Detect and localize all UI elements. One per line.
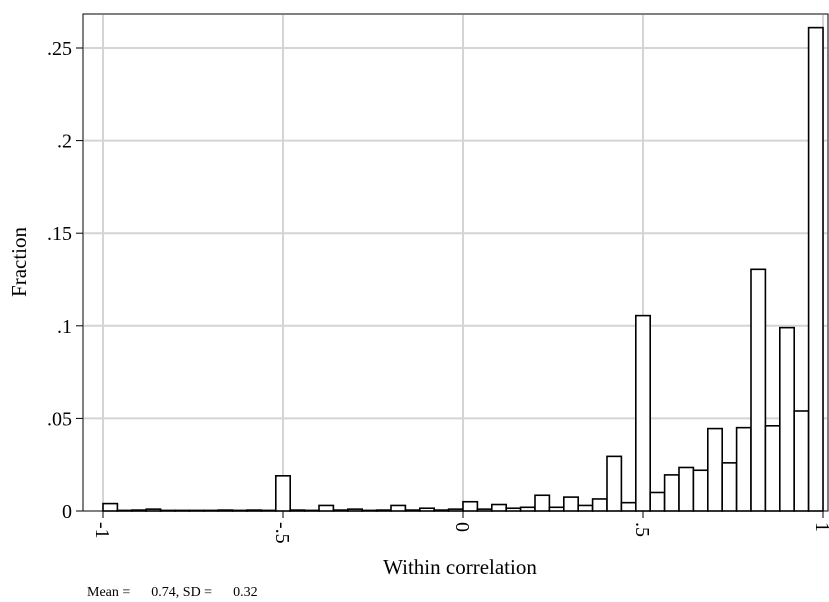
histogram-bar: [678, 466, 695, 512]
histogram-bar: [778, 326, 795, 512]
x-tick-label: .5: [631, 522, 653, 537]
histogram-bar: [231, 509, 248, 512]
histogram-bar: [433, 509, 450, 512]
histogram-bar: [116, 509, 133, 512]
x-tick-label: 0: [451, 522, 473, 532]
histogram-bar: [562, 496, 579, 512]
histogram-bar: [692, 469, 709, 512]
y-tick-label: .05: [47, 408, 72, 430]
mean-label: Mean =: [87, 585, 131, 600]
histogram-bar: [361, 509, 378, 512]
histogram-bar: [203, 509, 220, 512]
histogram-bar: [764, 425, 781, 512]
summary-footnote: Mean = 0.74, SD = 0.32: [87, 585, 258, 601]
histogram-bar: [548, 506, 565, 512]
sd-label: , SD =: [175, 585, 213, 600]
histogram-bar: [404, 509, 421, 512]
histogram-bar: [591, 498, 608, 512]
histogram-bar: [260, 509, 277, 512]
histogram-bar: [447, 508, 464, 512]
y-tick-label: .2: [57, 131, 72, 153]
histogram-bar: [246, 509, 263, 512]
histogram-bar: [577, 504, 594, 512]
y-tick-label: .15: [47, 223, 72, 245]
histogram-bar: [634, 314, 651, 512]
histogram-bar: [649, 491, 666, 512]
histogram-bar: [620, 501, 637, 512]
histogram-bar: [346, 508, 363, 512]
histogram-bar: [375, 509, 392, 512]
x-axis-label: Within correlation: [383, 555, 537, 579]
histogram-bar: [188, 509, 205, 512]
histogram-bar: [534, 494, 551, 512]
histogram-bar: [750, 268, 767, 512]
histogram-bar: [318, 504, 335, 512]
histogram-bar: [418, 507, 435, 512]
histogram-bar: [289, 509, 306, 512]
bars: [102, 26, 824, 512]
y-tick-label: 0: [62, 501, 72, 523]
x-tick-label: 1: [811, 522, 829, 532]
histogram-bar: [706, 427, 723, 512]
histogram-bar: [807, 26, 824, 512]
histogram-bar: [217, 509, 234, 512]
histogram-bar: [476, 508, 493, 512]
y-tick-label: .25: [47, 38, 72, 60]
histogram-bar: [131, 509, 148, 512]
histogram-bar: [519, 506, 536, 512]
histogram-bar: [793, 410, 810, 512]
histogram-bar: [303, 509, 320, 512]
histogram-bar: [102, 502, 119, 512]
histogram-bar: [174, 509, 191, 512]
mean-value: 0.74: [151, 585, 176, 600]
histogram-bar: [663, 474, 680, 512]
histogram-bar: [606, 455, 623, 512]
histogram-bar: [721, 462, 738, 512]
histogram-bar: [332, 509, 349, 512]
histogram-bar: [159, 509, 176, 512]
histogram-bar: [462, 500, 479, 512]
histogram-bar: [145, 508, 162, 512]
x-tick-label: -.5: [271, 522, 293, 544]
histogram-bar: [505, 507, 522, 512]
axes: 0 .05 .1 .15 .2 .25 -1 -.5 0 .5 1: [47, 38, 829, 544]
histogram-bar: [735, 426, 752, 512]
y-axis-label: Fraction: [7, 227, 31, 297]
y-tick-label: .1: [57, 316, 72, 338]
histogram-bar: [274, 475, 291, 512]
sd-value: 0.32: [233, 585, 258, 600]
histogram-bar: [390, 504, 407, 512]
histogram-bar: [490, 503, 507, 512]
x-tick-label: -1: [91, 522, 113, 539]
